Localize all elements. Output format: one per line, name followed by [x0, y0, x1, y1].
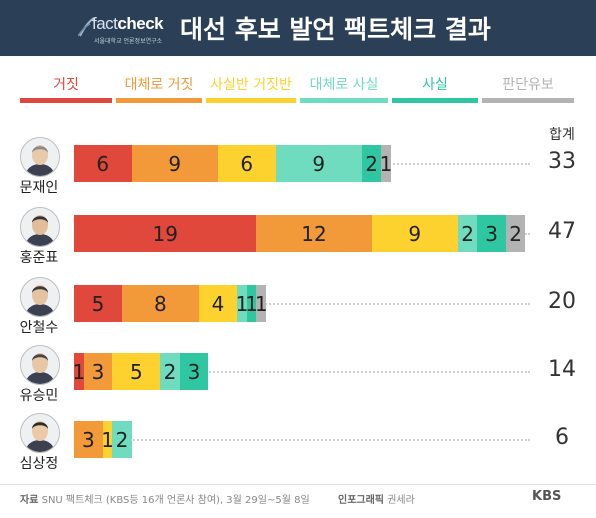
bar-segment-mostly-false: 8	[122, 285, 199, 322]
dotted-guide-line	[74, 303, 530, 305]
candidate-avatar	[20, 413, 60, 453]
kbs-logo: KBS	[532, 489, 562, 504]
candidate-avatar	[20, 345, 60, 385]
bar-segment-mostly-true: 2	[112, 421, 132, 458]
candidate-avatar	[20, 137, 60, 177]
logo-swoosh-icon	[78, 17, 95, 37]
total-value: 14	[548, 357, 576, 382]
bar-segment-false: 19	[74, 215, 257, 252]
bar-segment-false: 5	[74, 285, 122, 322]
total-value: 6	[555, 425, 569, 450]
legend-label: 사실	[422, 77, 448, 93]
legend-swatch	[300, 98, 388, 103]
candidate-name: 안철수	[19, 320, 59, 336]
legend-swatch	[392, 98, 478, 103]
bar-segment-half-false: 9	[371, 215, 458, 252]
bar-segment-mostly-false: 3	[74, 421, 103, 458]
bar-segment-mostly-false: 9	[131, 145, 218, 182]
candidate-avatar	[20, 207, 60, 247]
page-title: 대선 후보 발언 팩트체크 결과	[180, 15, 491, 44]
candidate-row-ahn-cheol-soo: 안철수 5 8 4 1 1 1 20	[0, 277, 596, 347]
dotted-guide-line	[74, 439, 530, 441]
logo-subtitle: 서울대학교 언론정보연구소	[94, 38, 163, 45]
bar-segment-false: 1	[72, 353, 85, 390]
bar-segment-true: 3	[179, 353, 209, 390]
graphic-label: 인포그래픽	[338, 495, 384, 506]
bar-segment-undetermined: 1	[255, 285, 268, 322]
logo-word-check: check	[117, 14, 164, 33]
legend-item-half-false: 사실반 거짓반	[206, 74, 296, 108]
bar-segment-mostly-true: 1	[236, 285, 248, 322]
legend-label: 대체로 거짓	[124, 77, 194, 93]
bar-segment-half-false: 5	[112, 353, 161, 390]
legend-label: 사실반 거짓반	[210, 77, 292, 93]
bar-segment-true: 2	[362, 145, 382, 182]
candidate-row-hong-jun-pyo: 홍준표 19 12 9 2 3 2 47	[0, 207, 596, 277]
candidate-row-yoo-seung-min: 유승민 1 3 5 2 3 14	[0, 345, 596, 415]
header-banner: factcheck 서울대학교 언론정보연구소 대선 후보 발언 팩트체크 결과	[0, 0, 596, 56]
bar-segment-mostly-true: 2	[160, 353, 180, 390]
candidate-row-moon-jae-in: 문재인 6 9 6 9 2 1 33	[0, 137, 596, 207]
bar-segment-mostly-false: 3	[83, 353, 113, 390]
logo-wordmark: factcheck	[92, 14, 164, 34]
graphic-credit: 인포그래픽 권세라	[338, 491, 415, 506]
bar-segment-true: 1	[245, 285, 258, 322]
legend-swatch	[20, 98, 112, 103]
legend-swatch	[482, 98, 574, 103]
total-value: 33	[548, 149, 576, 174]
graphic-author: 권세라	[387, 495, 415, 506]
legend-swatch	[206, 98, 296, 103]
bar-segment-true: 3	[477, 215, 506, 252]
candidate-name: 문재인	[19, 180, 59, 196]
legend-item-true: 사실	[392, 74, 478, 108]
footer: 자료 SNU 팩트체크 (KBS등 16개 언론사 참여), 3월 29일~5월…	[0, 484, 596, 518]
candidate-name: 유승민	[19, 388, 59, 404]
legend-item-false: 거짓	[20, 74, 112, 108]
legend-item-mostly-false: 대체로 거짓	[116, 74, 202, 108]
candidate-row-sim-sang-jung: 심상정 3 1 2 6	[0, 413, 596, 483]
legend-item-undetermined: 판단유보	[482, 74, 574, 108]
legend-swatch	[116, 98, 202, 103]
total-value: 47	[548, 219, 576, 244]
bar-segment-undetermined: 2	[506, 215, 526, 252]
bar-segment-half-false: 4	[198, 285, 238, 322]
candidate-avatar	[20, 277, 60, 317]
bar-segment-half-false: 6	[218, 145, 276, 182]
bar-segment-mostly-false: 12	[256, 215, 372, 252]
candidate-name: 심상정	[19, 456, 59, 472]
bar-segment-mostly-true: 9	[275, 145, 362, 182]
bar-segment-undetermined: 1	[380, 145, 392, 182]
total-column-header: 합계	[549, 127, 575, 143]
logo-word-fact: fact	[92, 14, 118, 33]
legend-label: 거짓	[53, 77, 79, 93]
bar-segment-false: 6	[74, 145, 132, 182]
legend-label: 판단유보	[502, 77, 554, 93]
legend-label: 대체로 사실	[309, 77, 379, 93]
legend-item-mostly-true: 대체로 사실	[300, 74, 388, 108]
total-value: 20	[548, 289, 576, 314]
bar-segment-mostly-true: 2	[458, 215, 478, 252]
source-text: SNU 팩트체크 (KBS등 16개 언론사 참여), 3월 29일~5월 8일	[41, 495, 310, 506]
dotted-guide-line	[74, 371, 530, 373]
factcheck-logo: factcheck 서울대학교 언론정보연구소	[78, 10, 170, 50]
source-credit: 자료 SNU 팩트체크 (KBS등 16개 언론사 참여), 3월 29일~5월…	[20, 491, 310, 506]
source-label: 자료	[20, 495, 39, 506]
candidate-name: 홍준표	[19, 250, 59, 266]
bar-segment-half-false: 1	[101, 421, 114, 458]
